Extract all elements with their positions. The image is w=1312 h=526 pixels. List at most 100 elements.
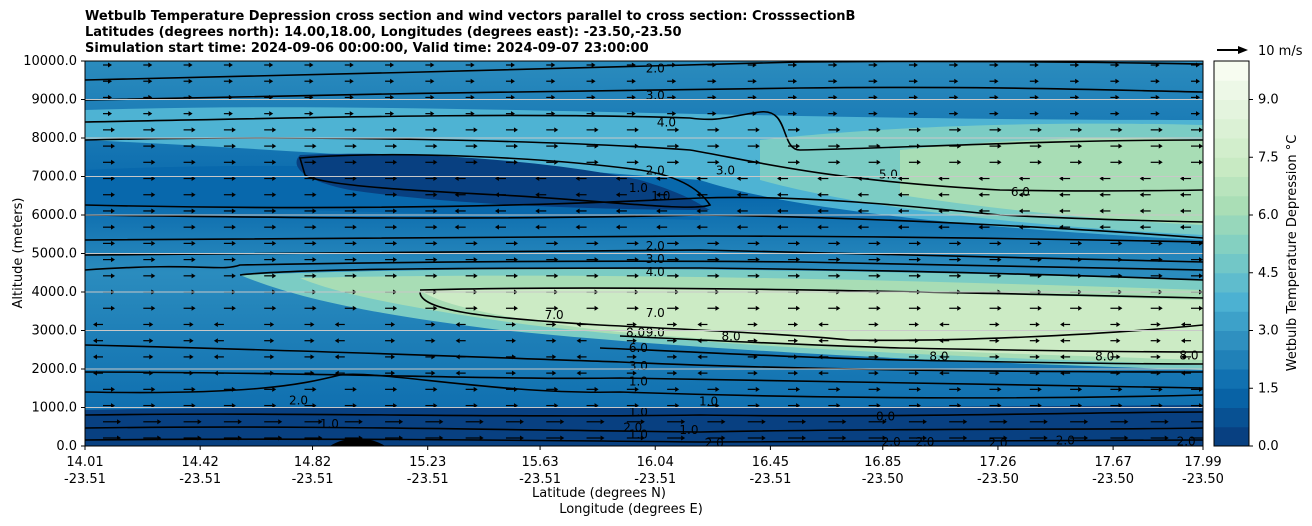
- wind-vector-head: [1118, 127, 1123, 133]
- wind-vector-head: [1156, 354, 1161, 360]
- wind-vector-head: [309, 62, 314, 68]
- wind-vector-head: [675, 273, 680, 279]
- wind-vector-head: [1199, 143, 1203, 149]
- x-tick-label-lon: -23.51: [634, 472, 676, 487]
- wind-vector-head: [191, 240, 196, 246]
- wind-vector-head: [876, 257, 881, 263]
- contour-label: 8.0: [929, 349, 948, 363]
- wind-vector-head: [151, 143, 156, 149]
- wind-vector-head: [857, 208, 862, 214]
- wind-vector-head: [393, 224, 398, 230]
- wind-vector-head: [997, 257, 1002, 263]
- wind-vector-head: [1155, 78, 1160, 84]
- wind-vector-head: [916, 305, 921, 311]
- wind-vector-head: [213, 354, 218, 360]
- colorbar-level: [1214, 80, 1249, 100]
- wind-vector-head: [390, 94, 395, 100]
- wind-reference-key: 10 m/s: [1217, 44, 1303, 59]
- wind-vector-head: [213, 370, 218, 376]
- wind-vector-head: [1199, 273, 1203, 279]
- wind-vector-head: [594, 273, 599, 279]
- wind-vector-head: [513, 127, 518, 133]
- wind-vector-head: [433, 176, 438, 182]
- contour-line: [85, 86, 1203, 101]
- wind-vector-head: [1099, 208, 1104, 214]
- wind-vector-head: [191, 208, 196, 214]
- wind-vector-head: [352, 192, 357, 198]
- wind-vector-head: [117, 435, 121, 441]
- wind-vector-head: [151, 257, 156, 263]
- wind-vector-head: [755, 305, 760, 311]
- wind-vector-head: [914, 338, 919, 344]
- wind-vector-head: [213, 321, 218, 327]
- wind-vector-head: [390, 62, 395, 68]
- wind-vector-head: [551, 94, 556, 100]
- wind-vector-head: [231, 273, 236, 279]
- x-tick-label-lat: 14.01: [66, 455, 103, 470]
- colorbar-level: [1214, 195, 1249, 216]
- wind-vector-head: [1156, 321, 1161, 327]
- wind-vector-head: [1037, 257, 1042, 263]
- contour-label: 6.0: [629, 341, 648, 355]
- wind-vector-head: [111, 257, 115, 263]
- wind-vector-head: [753, 370, 758, 376]
- wind-vector-head: [231, 257, 236, 263]
- colorbar-level: [1214, 99, 1249, 120]
- wind-vector-head: [278, 435, 283, 441]
- wind-vector-head: [721, 435, 726, 441]
- wind-vector-head: [673, 354, 678, 360]
- wind-vector-head: [312, 403, 317, 409]
- contour-label: 0.0: [876, 409, 895, 423]
- x-tick-label-lat: 16.45: [752, 455, 789, 470]
- wind-vector-head: [393, 127, 398, 133]
- wind-vector-head: [111, 305, 115, 311]
- wind-vector-head: [916, 127, 921, 133]
- contour-label: 2.0: [646, 239, 665, 253]
- wind-vector-head: [842, 435, 847, 441]
- wind-vector-head: [755, 240, 760, 246]
- wind-vector-head: [1034, 78, 1039, 84]
- wind-vector-head: [552, 370, 557, 376]
- wind-vector-head: [836, 273, 841, 279]
- wind-vector-head: [1003, 435, 1008, 441]
- wind-vector-head: [938, 192, 943, 198]
- wind-vector-head: [1037, 305, 1042, 311]
- wind-vector-head: [916, 257, 921, 263]
- wind-vector-head: [938, 208, 943, 214]
- wind-vector-head: [1118, 257, 1123, 263]
- wind-vector-head: [957, 386, 962, 392]
- wind-vector-head: [1158, 257, 1163, 263]
- contour-label: 4.0: [646, 265, 665, 279]
- wind-vector-head: [111, 176, 115, 182]
- wind-vector-head: [978, 176, 983, 182]
- wind-vector-head: [753, 321, 758, 327]
- wind-vector-head: [1115, 78, 1120, 84]
- wind-vector-head: [802, 419, 807, 425]
- wind-vector-head: [510, 94, 515, 100]
- wind-vector-head: [111, 143, 115, 149]
- wind-vector-head: [231, 386, 236, 392]
- wind-vector-head: [712, 78, 717, 84]
- contour-label: 3.0: [646, 252, 665, 266]
- y-tick-label: 1000.0: [32, 401, 78, 416]
- colorbar: 0.0 1.5 3.0 4.5 6.0 7.5 9.0: [1214, 61, 1279, 454]
- wind-vector-head: [794, 370, 799, 376]
- wind-vector-head: [913, 78, 918, 84]
- wind-vector-head: [957, 403, 962, 409]
- wind-vector-head: [997, 127, 1002, 133]
- wind-vector-head: [148, 111, 153, 117]
- wind-vector-head: [1018, 176, 1023, 182]
- wind-vector-head: [575, 176, 580, 182]
- wind-vector-head: [1003, 419, 1008, 425]
- contour-label: 1.0: [679, 423, 698, 437]
- x-tick-label-lat: 15.23: [409, 455, 446, 470]
- wind-vector-head: [231, 224, 236, 230]
- wind-vector-head: [818, 354, 823, 360]
- colorbar-level: [1214, 311, 1249, 331]
- wind-vector-head: [511, 321, 516, 327]
- wind-vector-head: [310, 338, 315, 344]
- wind-vector-head: [1124, 419, 1129, 425]
- wind-vector-head: [1118, 403, 1123, 409]
- wind-vector-head: [430, 62, 435, 68]
- wind-vector-head: [836, 159, 841, 165]
